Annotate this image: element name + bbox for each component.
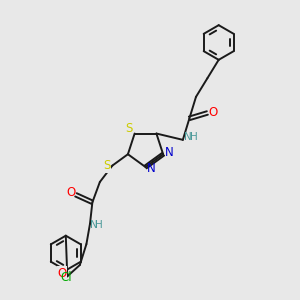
Text: O: O — [57, 267, 67, 280]
Text: Cl: Cl — [60, 271, 72, 284]
Text: N: N — [184, 132, 192, 142]
Text: N: N — [147, 162, 156, 175]
Text: O: O — [208, 106, 217, 119]
Text: S: S — [103, 159, 111, 172]
Text: O: O — [66, 186, 76, 199]
Text: S: S — [126, 122, 133, 135]
Text: N: N — [90, 220, 98, 230]
Text: N: N — [165, 146, 173, 159]
Text: H: H — [190, 132, 198, 142]
Text: H: H — [95, 220, 103, 230]
